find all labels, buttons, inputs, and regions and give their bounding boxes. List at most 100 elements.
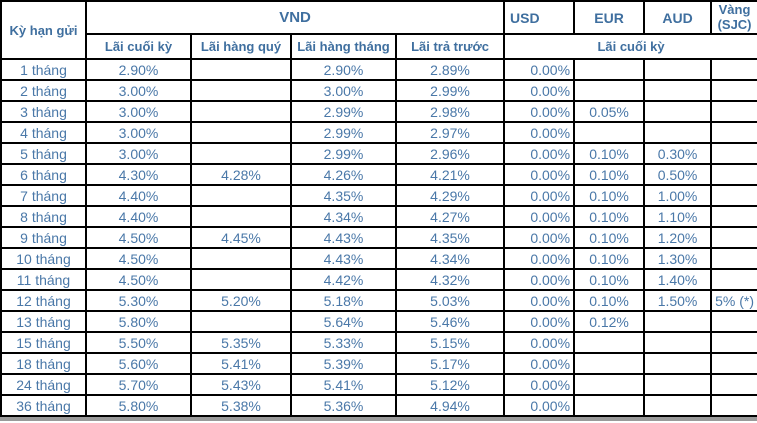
cell-eur: 0.10% <box>573 163 646 186</box>
cell-aud <box>643 58 713 81</box>
cell-usd: 0.00% <box>503 121 576 144</box>
cell-vnd-hang-quy <box>190 58 292 81</box>
cell-term: 4 tháng <box>0 121 87 144</box>
cell-term: 11 tháng <box>0 268 87 291</box>
cell-vnd-tra-truoc: 2.99% <box>394 79 506 102</box>
table-row: 9 tháng 4.50% 4.45% 4.43% 4.35% 0.00% 0.10% 1.2… <box>0 226 757 249</box>
cell-vnd-cuoi-ky: 4.50% <box>85 226 192 249</box>
cell-usd: 0.00% <box>503 79 576 102</box>
cell-eur: 0.10% <box>573 184 646 207</box>
cell-vnd-cuoi-ky: 2.90% <box>85 58 192 81</box>
cell-aud <box>643 79 713 102</box>
cell-vnd-tra-truoc: 4.32% <box>394 268 506 291</box>
cell-vnd-tra-truoc: 5.46% <box>394 310 506 333</box>
cell-vnd-hang-thang: 5.18% <box>290 289 397 312</box>
cell-usd: 0.00% <box>503 226 576 249</box>
cell-aud: 1.30% <box>643 247 713 270</box>
cell-vang-sjc <box>710 394 757 417</box>
cell-vnd-hang-quy: 5.38% <box>190 394 292 417</box>
cell-vnd-hang-thang: 4.26% <box>290 163 397 186</box>
table-row: 4 tháng 3.00% 2.99% 2.97% 0.00% <box>0 121 757 144</box>
cell-eur: 0.12% <box>573 310 646 333</box>
cell-term: 8 tháng <box>0 205 87 228</box>
cell-usd: 0.00% <box>503 142 576 165</box>
cell-vang-sjc <box>710 184 757 207</box>
next-section-edge <box>0 417 757 421</box>
cell-vnd-tra-truoc: 4.34% <box>394 247 506 270</box>
cell-vnd-hang-quy: 5.41% <box>190 352 292 375</box>
cell-usd: 0.00% <box>503 352 576 375</box>
cell-eur <box>573 352 646 375</box>
cell-vnd-cuoi-ky: 5.70% <box>85 373 192 396</box>
cell-term: 13 tháng <box>0 310 87 333</box>
cell-vnd-tra-truoc: 4.27% <box>394 205 506 228</box>
cell-vnd-hang-thang: 5.36% <box>290 394 397 417</box>
cell-eur: 0.10% <box>573 247 646 270</box>
cell-vang-sjc <box>710 163 757 186</box>
cell-aud: 1.50% <box>643 289 713 312</box>
header-row-payment-types: Lãi cuối kỳ Lãi hàng quý Lãi hàng tháng … <box>1 33 757 60</box>
cell-vnd-tra-truoc: 5.17% <box>394 352 506 375</box>
cell-usd: 0.00% <box>503 58 576 81</box>
cell-vnd-tra-truoc: 5.03% <box>394 289 506 312</box>
cell-vnd-hang-thang: 5.33% <box>290 331 397 354</box>
cell-vnd-hang-quy: 4.28% <box>190 163 292 186</box>
cell-vnd-cuoi-ky: 3.00% <box>85 121 192 144</box>
cell-vnd-hang-thang: 4.35% <box>290 184 397 207</box>
cell-vnd-cuoi-ky: 3.00% <box>85 142 192 165</box>
table-row: 24 tháng 5.70% 5.43% 5.41% 5.12% 0.00% <box>0 373 757 396</box>
cell-vang-sjc <box>710 331 757 354</box>
cell-usd: 0.00% <box>503 310 576 333</box>
cell-vang-sjc <box>710 268 757 291</box>
table-row: 3 tháng 3.00% 2.99% 2.98% 0.00% 0.05% <box>0 100 757 123</box>
cell-vnd-cuoi-ky: 5.50% <box>85 331 192 354</box>
vnd-prepaid-header: Lãi trả trước <box>394 33 506 60</box>
cell-vnd-cuoi-ky: 5.30% <box>85 289 192 312</box>
cell-vang-sjc <box>710 100 757 123</box>
cell-aud: 0.50% <box>643 163 713 186</box>
term-column-header: Kỳ hạn gửi <box>0 0 87 60</box>
cell-aud <box>643 121 713 144</box>
cell-vnd-hang-thang: 5.41% <box>290 373 397 396</box>
cell-vnd-tra-truoc: 4.94% <box>394 394 506 417</box>
cell-vnd-hang-quy <box>190 100 292 123</box>
table-row: 2 tháng 3.00% 3.00% 2.99% 0.00% <box>0 79 757 102</box>
header-row-currencies: Kỳ hạn gửi VND USD EUR AUD Vàng (SJC) <box>0 0 757 60</box>
vnd-monthly-header: Lãi hàng tháng <box>290 33 397 60</box>
cell-eur <box>573 121 646 144</box>
cell-eur <box>573 373 646 396</box>
cell-eur <box>573 79 646 102</box>
cell-aud: 1.20% <box>643 226 713 249</box>
cell-usd: 0.00% <box>503 247 576 270</box>
cell-vnd-hang-quy <box>190 121 292 144</box>
cell-vnd-hang-thang: 3.00% <box>290 79 397 102</box>
cell-aud <box>643 394 713 417</box>
cell-vnd-cuoi-ky: 5.60% <box>85 352 192 375</box>
cell-aud <box>643 331 713 354</box>
cell-vnd-tra-truoc: 5.15% <box>394 331 506 354</box>
cell-aud: 1.40% <box>643 268 713 291</box>
cell-term: 3 tháng <box>0 100 87 123</box>
table-row: 18 tháng 5.60% 5.41% 5.39% 5.17% 0.00% <box>0 352 757 375</box>
cell-vnd-hang-quy <box>190 310 292 333</box>
cell-vnd-cuoi-ky: 3.00% <box>85 79 192 102</box>
cell-vang-sjc: 5% (*) <box>710 289 757 312</box>
cell-vnd-cuoi-ky: 4.40% <box>85 184 192 207</box>
table-row: 12 tháng 5.30% 5.20% 5.18% 5.03% 0.00% 0.10% 1.… <box>0 289 757 312</box>
cell-vang-sjc <box>710 247 757 270</box>
cell-vnd-tra-truoc: 2.98% <box>394 100 506 123</box>
cell-term: 9 tháng <box>0 226 87 249</box>
cell-vnd-hang-thang: 4.43% <box>290 226 397 249</box>
cell-vnd-hang-quy <box>190 184 292 207</box>
cell-vnd-tra-truoc: 5.12% <box>394 373 506 396</box>
aud-column-header: AUD <box>643 0 713 35</box>
cell-vnd-cuoi-ky: 5.80% <box>85 310 192 333</box>
table-row: 5 tháng 3.00% 2.99% 2.96% 0.00% 0.10% 0.30% <box>0 142 757 165</box>
cell-eur: 0.05% <box>573 100 646 123</box>
cell-term: 1 tháng <box>0 58 87 81</box>
table-row: 6 tháng 4.30% 4.28% 4.26% 4.21% 0.00% 0.10% 0.5… <box>0 163 757 186</box>
cell-vnd-cuoi-ky: 4.40% <box>85 205 192 228</box>
cell-vnd-hang-quy: 5.35% <box>190 331 292 354</box>
cell-term: 12 tháng <box>0 289 87 312</box>
gold-sjc-column-header: Vàng (SJC) <box>710 0 757 35</box>
